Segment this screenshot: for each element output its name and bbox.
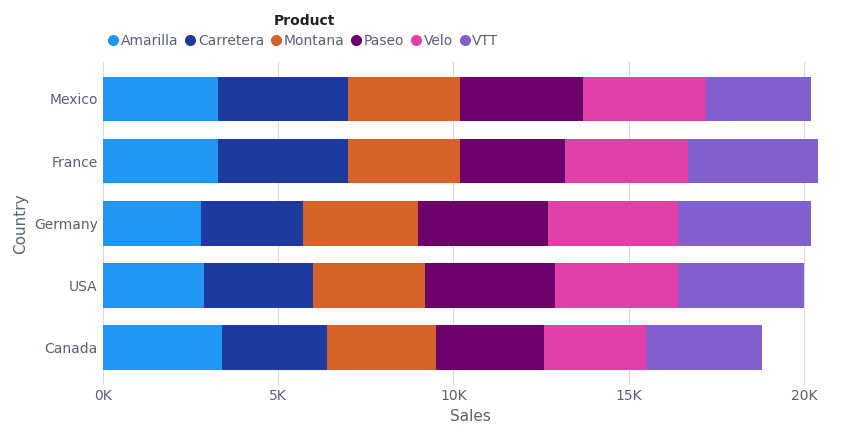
- Bar: [103, 201, 201, 246]
- Bar: [555, 263, 678, 308]
- Bar: [419, 201, 548, 246]
- Bar: [348, 76, 461, 121]
- Bar: [688, 139, 817, 183]
- Bar: [218, 139, 348, 183]
- Bar: [583, 76, 705, 121]
- Bar: [201, 201, 302, 246]
- Bar: [313, 263, 425, 308]
- Bar: [103, 263, 205, 308]
- Bar: [103, 76, 218, 121]
- Bar: [222, 325, 327, 370]
- Bar: [705, 76, 811, 121]
- Bar: [205, 263, 313, 308]
- X-axis label: Sales: Sales: [450, 409, 491, 424]
- Legend: Amarilla, Carretera, Montana, Paseo, Velo, VTT: Amarilla, Carretera, Montana, Paseo, Vel…: [110, 14, 499, 49]
- Bar: [544, 325, 646, 370]
- Bar: [327, 325, 436, 370]
- Bar: [678, 263, 804, 308]
- Bar: [218, 76, 348, 121]
- Y-axis label: Country: Country: [14, 193, 28, 254]
- Bar: [348, 139, 461, 183]
- Bar: [436, 325, 544, 370]
- Bar: [461, 76, 583, 121]
- Bar: [548, 201, 678, 246]
- Bar: [461, 139, 566, 183]
- Bar: [302, 201, 419, 246]
- Bar: [425, 263, 555, 308]
- Bar: [103, 325, 222, 370]
- Bar: [646, 325, 762, 370]
- Bar: [566, 139, 688, 183]
- Bar: [103, 139, 218, 183]
- Bar: [678, 201, 811, 246]
